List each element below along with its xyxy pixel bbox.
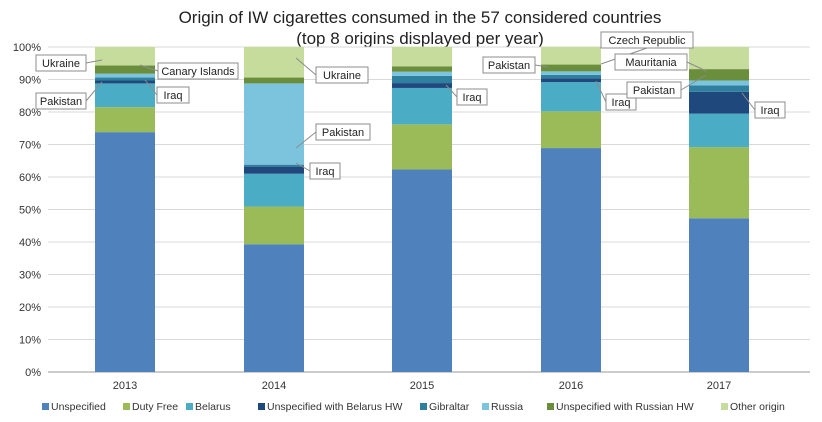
legend-label: Russia — [491, 401, 523, 413]
bar-segment — [392, 124, 452, 169]
legend-swatch — [42, 403, 49, 410]
legend: Unspecified Duty Free Belarus Unspecified w… — [42, 401, 785, 413]
bar-segment — [244, 174, 304, 207]
bar-segment — [541, 148, 601, 372]
chart-title: Origin of IW cigarettes consumed in the … — [179, 8, 662, 27]
bar-segment — [689, 92, 749, 114]
bar-segment — [689, 114, 749, 147]
bar-segment — [392, 170, 452, 372]
bar-segment — [541, 111, 601, 148]
x-tick-label: 2015 — [410, 380, 434, 392]
bar-segment — [689, 69, 749, 80]
bar-segment — [689, 218, 749, 372]
bar-segment — [95, 74, 155, 78]
bar-segment — [689, 47, 749, 69]
annotation-label: Iraq — [612, 97, 631, 109]
x-tick-label: 2013 — [113, 380, 137, 392]
annotation-label: Mauritania — [625, 57, 677, 69]
x-axis-ticks: 2013 2014 2015 2016 2017 — [113, 380, 731, 392]
annotation-label: Canary Islands — [161, 66, 235, 78]
legend-label: Unspecified — [51, 401, 106, 413]
bar-segment — [392, 47, 452, 67]
bar-segment — [541, 78, 601, 82]
y-tick-label: 100% — [13, 42, 41, 54]
legend-label: Duty Free — [132, 401, 178, 413]
bar-segment — [244, 207, 304, 245]
bar-segment — [244, 165, 304, 167]
y-tick-label: 90% — [19, 75, 41, 87]
annotation-label: Czech Republic — [608, 35, 686, 47]
bar-segment — [689, 147, 749, 218]
bar-segment — [541, 65, 601, 72]
bar-segment — [392, 67, 452, 72]
legend-label: Other origin — [730, 401, 785, 413]
bar-segment — [392, 76, 452, 83]
annotation-label: Ukraine — [42, 58, 80, 70]
annotation-label: Iraq — [463, 92, 482, 104]
bar-segment — [95, 47, 155, 66]
legend-swatch — [721, 403, 728, 410]
y-tick-label: 60% — [19, 172, 41, 184]
x-tick-label: 2016 — [559, 380, 583, 392]
bar-segment — [392, 72, 452, 76]
annotation-label: Ukraine — [323, 70, 361, 82]
legend-label: Gibraltar — [429, 401, 470, 413]
annotation-label: Pakistan — [322, 127, 364, 139]
bar-segment — [244, 244, 304, 372]
y-tick-label: 30% — [19, 270, 41, 282]
bar-segment — [392, 88, 452, 124]
annotation-label: Iraq — [164, 90, 183, 102]
annotation-label: Pakistan — [633, 85, 675, 97]
bar-segment — [541, 47, 601, 65]
bar-segment — [95, 132, 155, 372]
legend-swatch — [547, 403, 554, 410]
legend-label: Unspecified with Belarus HW — [267, 401, 402, 413]
bar-segment — [541, 71, 601, 75]
bar-segment — [95, 107, 155, 132]
x-tick-label: 2014 — [262, 380, 286, 392]
legend-swatch — [186, 403, 193, 410]
bar-segment — [689, 85, 749, 92]
y-tick-label: 20% — [19, 302, 41, 314]
bar-segment — [95, 78, 155, 81]
legend-label: Unspecified with Russian HW — [556, 401, 694, 413]
y-tick-label: 10% — [19, 335, 41, 347]
annotation-label: Pakistan — [488, 60, 530, 72]
bar-segment — [392, 83, 452, 88]
bar-segment — [244, 47, 304, 78]
legend-swatch — [482, 403, 489, 410]
legend-swatch — [123, 403, 130, 410]
x-tick-label: 2017 — [707, 380, 731, 392]
y-tick-label: 70% — [19, 140, 41, 152]
annotation-label: Iraq — [316, 166, 335, 178]
bar-segment — [541, 82, 601, 111]
bar-segment — [244, 83, 304, 164]
chart-subtitle: (top 8 origins displayed per year) — [296, 29, 544, 48]
bar-segment — [541, 75, 601, 78]
bar-segment — [95, 83, 155, 107]
legend-swatch — [258, 403, 265, 410]
bar-segment — [244, 78, 304, 84]
y-tick-label: 40% — [19, 237, 41, 249]
annotation-label: Pakistan — [40, 96, 82, 108]
bar-segment — [244, 167, 304, 174]
y-tick-label: 50% — [19, 205, 41, 217]
legend-swatch — [420, 403, 427, 410]
annotation-label: Iraq — [761, 105, 780, 117]
legend-label: Belarus — [195, 401, 231, 413]
bar-segment — [689, 80, 749, 85]
y-tick-label: 0% — [25, 367, 41, 379]
